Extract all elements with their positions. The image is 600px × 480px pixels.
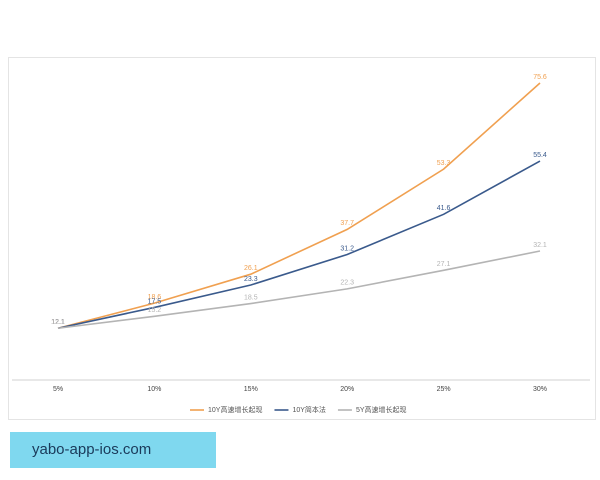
- x-tick-label: 15%: [244, 386, 258, 393]
- x-tick-label: 30%: [533, 386, 547, 393]
- series-line: [57, 250, 541, 330]
- x-tick-label: 10%: [147, 386, 161, 393]
- data-label: 15.2: [148, 307, 162, 314]
- data-label: 31.2: [340, 245, 354, 252]
- data-label: 53.3: [437, 160, 451, 167]
- data-label: 55.4: [533, 152, 547, 159]
- data-label: 27.1: [437, 261, 451, 268]
- data-label: 26.1: [244, 265, 258, 272]
- data-label: 75.6: [533, 74, 547, 81]
- legend-label: 10Y简本法: [292, 405, 325, 414]
- data-label: 12.1: [51, 319, 65, 326]
- x-tick-label: 25%: [437, 386, 451, 393]
- series-line: [57, 160, 541, 330]
- data-label: 12.1: [51, 319, 65, 326]
- data-label: 17.5: [148, 298, 162, 305]
- data-label: 12.1: [51, 319, 65, 326]
- series-line: [57, 82, 541, 330]
- data-label: 23.3: [244, 276, 258, 283]
- data-label: 32.1: [533, 242, 547, 249]
- data-label: 37.7: [340, 220, 354, 227]
- x-tick-label: 5%: [53, 386, 63, 393]
- data-label: 18.6: [148, 294, 162, 301]
- data-label: 41.6: [437, 205, 451, 212]
- data-label: 18.5: [244, 294, 258, 301]
- watermark: yabo-app-ios.com: [10, 432, 216, 468]
- legend-label: 10Y高速增长起现: [208, 405, 262, 414]
- x-tick-label: 20%: [340, 386, 354, 393]
- legend-label: 5Y高速增长起现: [356, 405, 407, 414]
- chart-frame: [8, 57, 596, 420]
- data-label: 22.3: [340, 280, 354, 287]
